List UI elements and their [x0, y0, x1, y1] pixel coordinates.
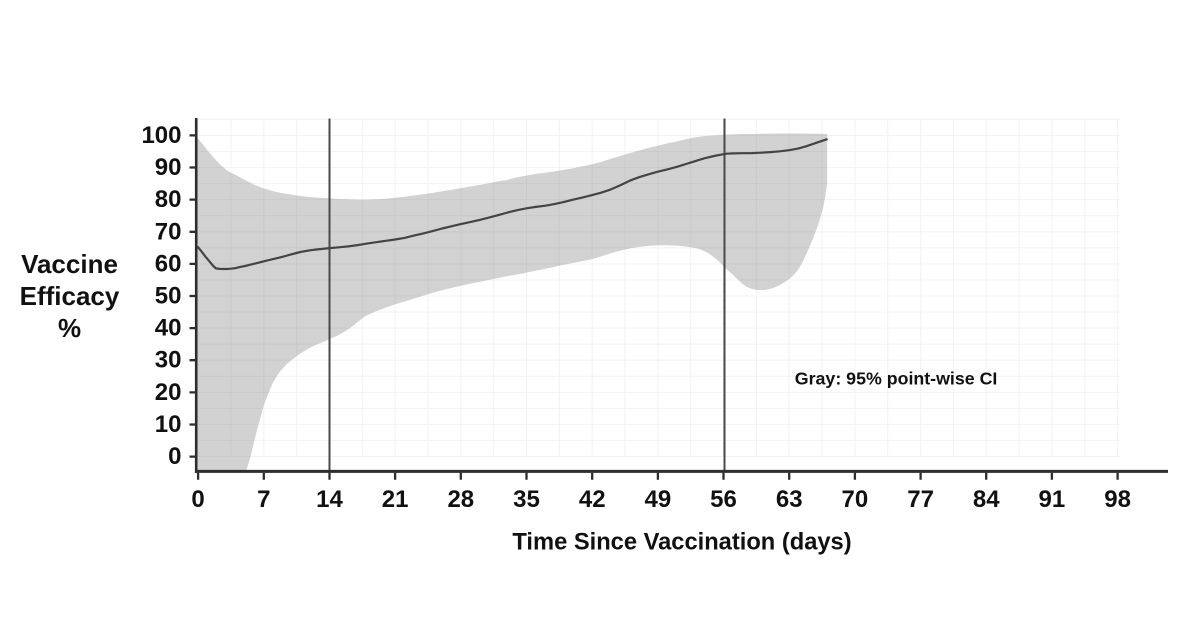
svg-text:98: 98	[1104, 486, 1131, 513]
svg-text:14: 14	[316, 486, 343, 513]
svg-text:90: 90	[155, 154, 182, 181]
svg-text:42: 42	[579, 486, 606, 513]
svg-text:10: 10	[155, 411, 182, 438]
svg-text:70: 70	[842, 486, 869, 513]
svg-text:%: %	[58, 313, 81, 343]
svg-text:Efficacy: Efficacy	[20, 281, 120, 311]
svg-text:49: 49	[645, 486, 672, 513]
svg-text:21: 21	[382, 486, 409, 513]
svg-text:Vaccine: Vaccine	[21, 249, 118, 279]
svg-text:60: 60	[155, 250, 182, 277]
svg-text:40: 40	[155, 315, 182, 342]
svg-text:0: 0	[191, 486, 204, 513]
svg-text:7: 7	[257, 486, 270, 513]
svg-text:50: 50	[155, 283, 182, 310]
svg-text:56: 56	[710, 486, 737, 513]
svg-text:63: 63	[776, 486, 803, 513]
svg-text:100: 100	[141, 122, 181, 149]
svg-text:70: 70	[155, 218, 182, 245]
svg-text:80: 80	[155, 186, 182, 213]
svg-text:Gray: 95% point-wise CI: Gray: 95% point-wise CI	[795, 369, 998, 389]
svg-text:91: 91	[1039, 486, 1066, 513]
svg-text:84: 84	[973, 486, 1000, 513]
svg-text:77: 77	[907, 486, 934, 513]
svg-text:28: 28	[447, 486, 474, 513]
svg-text:35: 35	[513, 486, 540, 513]
svg-text:30: 30	[155, 347, 182, 374]
svg-text:20: 20	[155, 379, 182, 406]
svg-text:Time Since Vaccination (days): Time Since Vaccination (days)	[512, 530, 851, 556]
svg-text:0: 0	[168, 443, 181, 470]
